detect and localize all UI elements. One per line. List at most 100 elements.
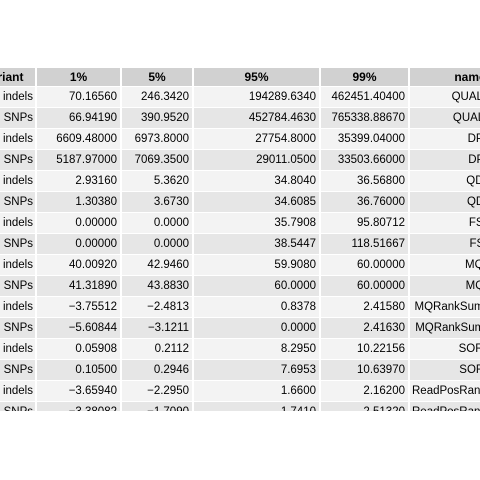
cell-variant: SNPs	[0, 108, 35, 128]
cell-1pct: 40.00920	[37, 255, 120, 275]
cell-99pct: 462451.40400	[321, 87, 408, 107]
cell-name: FS_indels	[410, 213, 480, 233]
cell-1pct: 70.16560	[37, 87, 120, 107]
cell-variant: indels	[0, 87, 35, 107]
table-row[interactable]: indels2.931605.362034.804036.56800QD_ind…	[0, 171, 480, 191]
table-row[interactable]: SNPs −5.60844 −3.1211 0.0000 2.41630 MQRankSu…	[0, 318, 480, 338]
cell-name: MQRankSum_SNPs	[410, 318, 480, 338]
cell-1pct: 41.31890	[37, 276, 120, 296]
cell-99pct: 33503.66000	[321, 150, 408, 170]
cell-variant: indels	[0, 339, 35, 359]
table-row[interactable]: indels0.000000.000035.790895.80712FS_ind…	[0, 213, 480, 233]
column-header-variant[interactable]: Variant	[0, 68, 35, 86]
cell-99pct: 60.00000	[321, 276, 408, 296]
cell-1pct: 0.10500	[37, 360, 120, 380]
cell-name: DP_indels	[410, 129, 480, 149]
cell-99pct: 2.41630	[321, 318, 408, 338]
table-row[interactable]: SNPs 5187.97000 7069.3500 29011.0500 33503.6…	[0, 150, 480, 170]
column-header-1pct[interactable]: 1%	[37, 68, 120, 86]
table-row[interactable]: indels −3.65940 −2.2950 1.6600 2.16200 ReadPo…	[0, 381, 480, 401]
cell-name: DP_SNPs	[410, 150, 480, 170]
cell-99pct: 60.00000	[321, 255, 408, 275]
cell-95pct: 34.6085	[194, 192, 319, 212]
cell-5pct: −1.7090	[122, 402, 192, 411]
cell-variant: indels	[0, 297, 35, 317]
cell-95pct: 7.6953	[194, 360, 319, 380]
cell-variant: SNPs	[0, 150, 35, 170]
cell-95pct: 1.7410	[194, 402, 319, 411]
cell-95pct: 194289.6340	[194, 87, 319, 107]
cell-variant: SNPs	[0, 276, 35, 296]
cell-variant: indels	[0, 171, 35, 191]
table-row[interactable]: SNPs 66.94190 390.9520 452784.4630 765338.88…	[0, 108, 480, 128]
table-row[interactable]: SNPs41.3189043.883060.000060.00000MQ_SNP…	[0, 276, 480, 296]
table-row[interactable]: SNPs−3.38082−1.70901.74102.51320ReadPosR…	[0, 402, 480, 411]
cell-name: MQ_indels	[410, 255, 480, 275]
cell-95pct: 1.6600	[194, 381, 319, 401]
cell-5pct: 0.2112	[122, 339, 192, 359]
cell-5pct: 0.0000	[122, 213, 192, 233]
cell-5pct: −3.1211	[122, 318, 192, 338]
cell-variant: indels	[0, 213, 35, 233]
cell-5pct: 43.8830	[122, 276, 192, 296]
cell-5pct: 0.0000	[122, 234, 192, 254]
cell-name: MQ_SNPs	[410, 276, 480, 296]
cell-variant: SNPs	[0, 318, 35, 338]
cell-99pct: 2.51320	[321, 402, 408, 411]
cell-1pct: 2.93160	[37, 171, 120, 191]
cell-variant: SNPs	[0, 360, 35, 380]
column-header-99pct[interactable]: 99%	[321, 68, 408, 86]
column-header-95pct[interactable]: 95%	[194, 68, 319, 86]
table-row[interactable]: indels −3.75512 −2.4813 0.8378 2.41580 MQRank…	[0, 297, 480, 317]
table-row[interactable]: indels 70.16560 246.3420 194289.6340 462451.…	[0, 87, 480, 107]
cell-5pct: −2.2950	[122, 381, 192, 401]
cell-99pct: 10.22156	[321, 339, 408, 359]
cell-5pct: 6973.8000	[122, 129, 192, 149]
cell-name: QD_indels	[410, 171, 480, 191]
cell-99pct: 95.80712	[321, 213, 408, 233]
cell-1pct: −3.38082	[37, 402, 120, 411]
cell-name: QD_SNPs	[410, 192, 480, 212]
cell-95pct: 35.7908	[194, 213, 319, 233]
table-header-row: Variant 1% 5% 95% 99% name	[0, 68, 480, 86]
cell-name: ReadPosRankSum_SNPs	[410, 402, 480, 411]
cell-99pct: 36.56800	[321, 171, 408, 191]
cell-1pct: −3.65940	[37, 381, 120, 401]
cell-5pct: 3.6730	[122, 192, 192, 212]
cell-1pct: 0.00000	[37, 213, 120, 233]
cell-95pct: 0.8378	[194, 297, 319, 317]
cell-5pct: 0.2946	[122, 360, 192, 380]
cell-name: ReadPosRankSum_indels	[410, 381, 480, 401]
cell-99pct: 2.16200	[321, 381, 408, 401]
cell-name: SOR_indels	[410, 339, 480, 359]
cell-1pct: 66.94190	[37, 108, 120, 128]
cell-99pct: 36.76000	[321, 192, 408, 212]
data-table-viewport: Variant 1% 5% 95% 99% name indels70.1656…	[0, 67, 480, 411]
cell-name: SOR_SNPs	[410, 360, 480, 380]
cell-5pct: 246.3420	[122, 87, 192, 107]
cell-1pct: 1.30380	[37, 192, 120, 212]
cell-variant: SNPs	[0, 234, 35, 254]
cell-99pct: 765338.88670	[321, 108, 408, 128]
table-row[interactable]: indels 6609.48000 6973.8000 27754.8000 35399…	[0, 129, 480, 149]
table-row[interactable]: indels0.059080.21128.295010.22156SOR_ind…	[0, 339, 480, 359]
cell-99pct: 2.41580	[321, 297, 408, 317]
cell-95pct: 59.9080	[194, 255, 319, 275]
cell-1pct: 0.00000	[37, 234, 120, 254]
cell-5pct: −2.4813	[122, 297, 192, 317]
cell-99pct: 35399.04000	[321, 129, 408, 149]
cell-variant: SNPs	[0, 402, 35, 411]
column-header-name[interactable]: name	[410, 68, 480, 86]
cell-1pct: −5.60844	[37, 318, 120, 338]
table-row[interactable]: indels40.0092042.946059.908060.00000MQ_i…	[0, 255, 480, 275]
cell-95pct: 34.8040	[194, 171, 319, 191]
cell-95pct: 27754.8000	[194, 129, 319, 149]
cell-5pct: 42.9460	[122, 255, 192, 275]
cell-1pct: −3.75512	[37, 297, 120, 317]
cell-variant: indels	[0, 129, 35, 149]
cell-5pct: 5.3620	[122, 171, 192, 191]
column-header-5pct[interactable]: 5%	[122, 68, 192, 86]
